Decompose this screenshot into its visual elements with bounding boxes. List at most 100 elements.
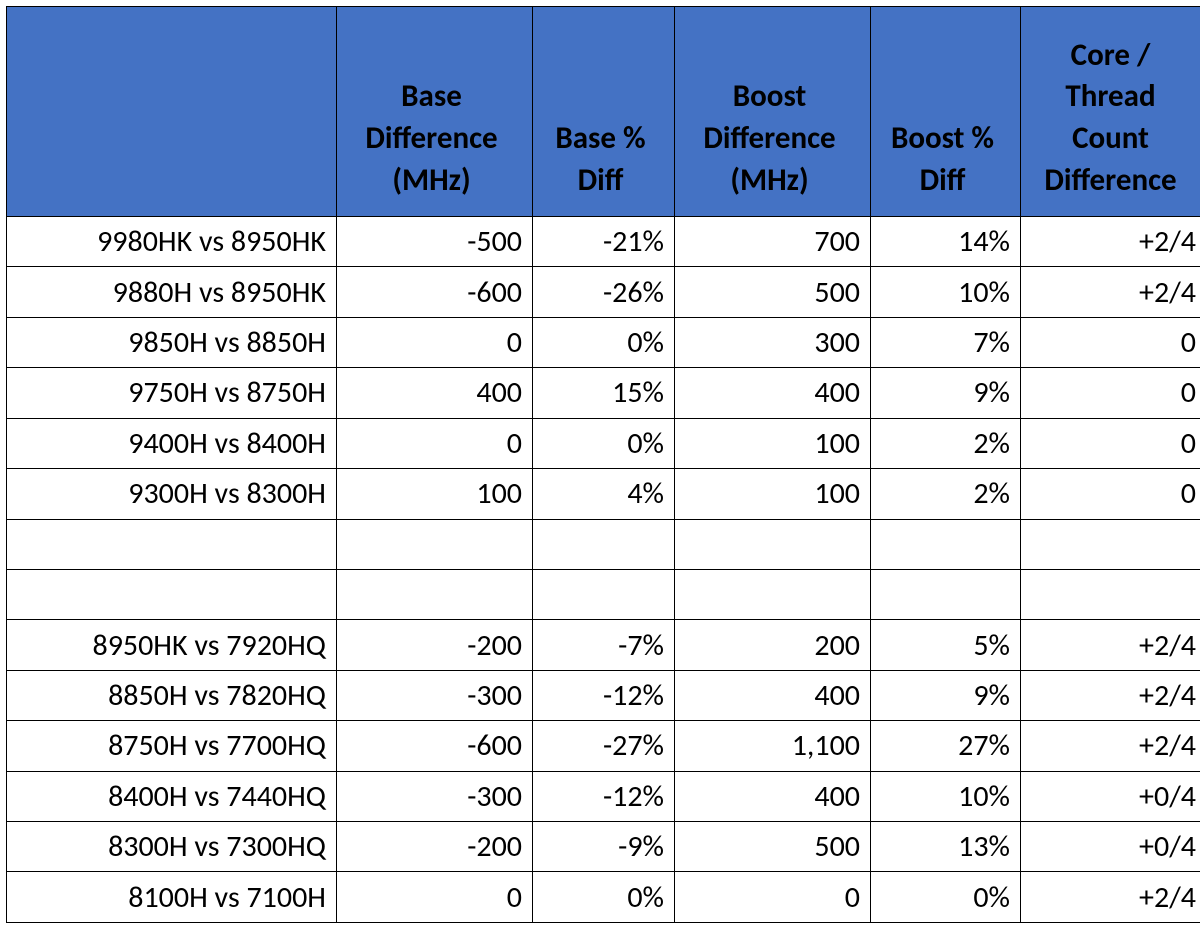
cell-value: 14%	[871, 217, 1021, 267]
cell-value	[871, 519, 1021, 569]
table-row: 9300H vs 8300H1004%1002%0	[7, 469, 1200, 519]
cell-value	[533, 519, 675, 569]
cell-value: 700	[675, 217, 871, 267]
cell-value: 0	[675, 872, 871, 923]
cell-value: 400	[675, 670, 871, 720]
cell-value: 0	[1021, 418, 1200, 468]
cell-value: -300	[337, 670, 533, 720]
cell-value: 0	[337, 317, 533, 367]
row-label: 8750H vs 7700HQ	[7, 721, 337, 771]
cell-value: 27%	[871, 721, 1021, 771]
table-header-row: Base Difference (MHz) Base % Diff Boost …	[7, 7, 1200, 217]
cell-value: -600	[337, 267, 533, 317]
cell-value	[871, 569, 1021, 619]
cell-value: 100	[675, 418, 871, 468]
cell-value: -26%	[533, 267, 675, 317]
cell-value: 400	[675, 368, 871, 418]
cell-value: -21%	[533, 217, 675, 267]
row-label: 9880H vs 8950HK	[7, 267, 337, 317]
cell-value: +2/4	[1021, 670, 1200, 720]
cell-value: +2/4	[1021, 217, 1200, 267]
cell-value: -200	[337, 822, 533, 872]
table-row: 8400H vs 7440HQ-300-12%40010%+0/4	[7, 771, 1200, 821]
cell-value: 500	[675, 822, 871, 872]
cell-value: -27%	[533, 721, 675, 771]
col-header-core-thread: Core / Thread Count Difference	[1021, 7, 1200, 217]
cell-value: 0%	[871, 872, 1021, 923]
table-row: 9400H vs 8400H00%1002%0	[7, 418, 1200, 468]
row-label: 9750H vs 8750H	[7, 368, 337, 418]
col-header-base-diff: Base Difference (MHz)	[337, 7, 533, 217]
cell-value: 200	[675, 620, 871, 670]
cell-value	[1021, 519, 1200, 569]
table-row: 8750H vs 7700HQ-600-27%1,10027%+2/4	[7, 721, 1200, 771]
table-row: 9850H vs 8850H00%3007%0	[7, 317, 1200, 367]
row-label: 8850H vs 7820HQ	[7, 670, 337, 720]
cell-value	[1021, 569, 1200, 619]
cell-value	[337, 569, 533, 619]
table-row	[7, 569, 1200, 619]
cell-value: -300	[337, 771, 533, 821]
table-row: 9980HK vs 8950HK-500-21%70014%+2/4	[7, 217, 1200, 267]
table-row: 8950HK vs 7920HQ-200-7%2005%+2/4	[7, 620, 1200, 670]
row-label: 9400H vs 8400H	[7, 418, 337, 468]
table-row: 9750H vs 8750H40015%4009%0	[7, 368, 1200, 418]
col-header-boost-diff: Boost Difference (MHz)	[675, 7, 871, 217]
cell-value: -12%	[533, 771, 675, 821]
cell-value: 2%	[871, 418, 1021, 468]
cell-value: +2/4	[1021, 620, 1200, 670]
cell-value: -9%	[533, 822, 675, 872]
cell-value: -600	[337, 721, 533, 771]
row-label: 8100H vs 7100H	[7, 872, 337, 923]
cell-value: 0	[337, 872, 533, 923]
cpu-comparison-table: Base Difference (MHz) Base % Diff Boost …	[6, 6, 1200, 923]
table-row: 9880H vs 8950HK-600-26%50010%+2/4	[7, 267, 1200, 317]
cell-value: +2/4	[1021, 721, 1200, 771]
col-header-blank	[7, 7, 337, 217]
cell-value: 0	[1021, 368, 1200, 418]
cell-value: 5%	[871, 620, 1021, 670]
cell-value: 9%	[871, 368, 1021, 418]
cell-value: 500	[675, 267, 871, 317]
cell-value: 100	[337, 469, 533, 519]
cell-value: 13%	[871, 822, 1021, 872]
cell-value: 0%	[533, 872, 675, 923]
row-label: 8400H vs 7440HQ	[7, 771, 337, 821]
cell-value	[337, 519, 533, 569]
cell-value: 400	[675, 771, 871, 821]
row-label: 9300H vs 8300H	[7, 469, 337, 519]
cell-value	[675, 569, 871, 619]
cell-value: -7%	[533, 620, 675, 670]
cell-value: 7%	[871, 317, 1021, 367]
cell-value: 0%	[533, 317, 675, 367]
cell-value: 10%	[871, 267, 1021, 317]
row-label	[7, 569, 337, 619]
cell-value: 0	[337, 418, 533, 468]
cell-value: 300	[675, 317, 871, 367]
cell-value	[533, 569, 675, 619]
cell-value: 15%	[533, 368, 675, 418]
cell-value: 400	[337, 368, 533, 418]
cell-value: 10%	[871, 771, 1021, 821]
cell-value: -12%	[533, 670, 675, 720]
cell-value: +0/4	[1021, 822, 1200, 872]
cell-value: +2/4	[1021, 872, 1200, 923]
col-header-boost-pct: Boost % Diff	[871, 7, 1021, 217]
table-row: 8100H vs 7100H00%00%+2/4	[7, 872, 1200, 923]
cell-value: 4%	[533, 469, 675, 519]
cell-value: 0%	[533, 418, 675, 468]
col-header-base-pct: Base % Diff	[533, 7, 675, 217]
row-label: 9980HK vs 8950HK	[7, 217, 337, 267]
table-row: 8300H vs 7300HQ-200-9%50013%+0/4	[7, 822, 1200, 872]
row-label	[7, 519, 337, 569]
cell-value: 2%	[871, 469, 1021, 519]
table-row	[7, 519, 1200, 569]
cell-value: 100	[675, 469, 871, 519]
cell-value: +2/4	[1021, 267, 1200, 317]
row-label: 8950HK vs 7920HQ	[7, 620, 337, 670]
cell-value: 9%	[871, 670, 1021, 720]
cell-value: 0	[1021, 469, 1200, 519]
table-body: 9980HK vs 8950HK-500-21%70014%+2/49880H …	[7, 217, 1200, 923]
cell-value: +0/4	[1021, 771, 1200, 821]
cell-value: 1,100	[675, 721, 871, 771]
